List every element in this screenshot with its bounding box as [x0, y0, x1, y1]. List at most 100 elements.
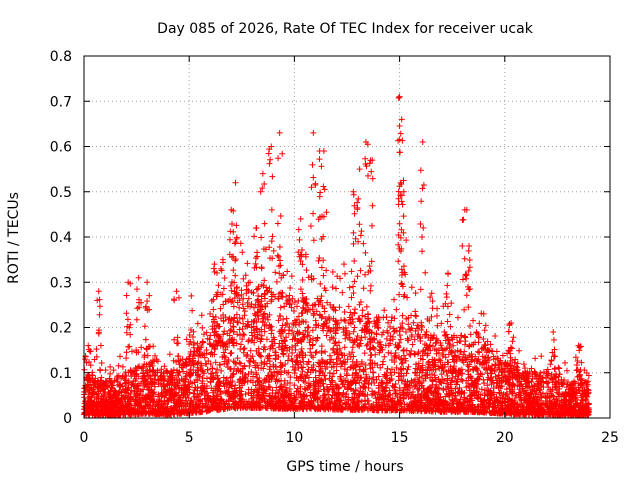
- data-point: [395, 373, 402, 380]
- data-point: [183, 370, 190, 377]
- data-point: [470, 317, 477, 324]
- data-point: [293, 374, 300, 381]
- data-point: [284, 268, 291, 275]
- data-point: [405, 363, 412, 370]
- data-point: [228, 349, 235, 356]
- data-point: [450, 400, 457, 407]
- data-point: [569, 398, 576, 405]
- data-point: [393, 306, 400, 313]
- data-point: [186, 332, 193, 339]
- data-point: [100, 380, 107, 387]
- data-point: [131, 397, 138, 404]
- data-point: [203, 383, 210, 390]
- data-point: [203, 361, 210, 367]
- data-point: [436, 378, 443, 385]
- data-point: [316, 372, 323, 379]
- data-point: [276, 312, 283, 319]
- data-point: [339, 405, 346, 412]
- data-point: [214, 320, 221, 327]
- data-point: [199, 351, 206, 358]
- data-point: [477, 394, 484, 401]
- data-point: [370, 344, 377, 351]
- data-point: [275, 317, 282, 324]
- data-point: [136, 410, 143, 417]
- data-point: [402, 329, 409, 336]
- data-point: [162, 375, 169, 382]
- data-point: [349, 372, 356, 379]
- data-point: [117, 353, 124, 360]
- data-point: [218, 367, 225, 374]
- data-point: [413, 381, 420, 388]
- data-point: [351, 406, 358, 413]
- data-point: [262, 314, 269, 321]
- data-point: [315, 380, 322, 387]
- data-point: [467, 392, 474, 399]
- data-point: [577, 406, 584, 413]
- data-point: [379, 361, 386, 368]
- data-point: [454, 339, 461, 346]
- data-point: [333, 356, 340, 363]
- data-point: [537, 404, 544, 411]
- data-point: [329, 373, 336, 380]
- data-point: [342, 318, 349, 325]
- data-point: [121, 376, 128, 383]
- data-point: [234, 355, 241, 362]
- data-point: [260, 346, 267, 353]
- data-point: [446, 311, 453, 318]
- data-point: [484, 382, 491, 389]
- data-point: [408, 391, 415, 398]
- data-point: [291, 382, 298, 389]
- data-point: [321, 308, 328, 315]
- data-point: [320, 380, 327, 387]
- data-point: [520, 361, 527, 368]
- data-point: [411, 398, 418, 405]
- data-point: [522, 390, 529, 397]
- data-point: [220, 301, 227, 308]
- data-point: [194, 340, 201, 347]
- data-point: [216, 400, 223, 407]
- data-point: [209, 403, 216, 410]
- data-point: [149, 357, 156, 364]
- data-point: [367, 352, 374, 359]
- data-point: [417, 337, 424, 344]
- data-point: [432, 376, 439, 383]
- data-point: [109, 385, 116, 392]
- data-point: [299, 310, 306, 317]
- data-point: [428, 290, 435, 297]
- data-point: [282, 389, 289, 396]
- data-point: [236, 326, 243, 333]
- data-point: [261, 328, 268, 335]
- data-point: [312, 367, 319, 374]
- data-point: [532, 405, 539, 412]
- data-point: [433, 312, 440, 319]
- data-point: [263, 284, 270, 291]
- data-point: [440, 367, 447, 374]
- data-point: [252, 312, 259, 319]
- data-point: [264, 300, 271, 307]
- data-point: [462, 406, 469, 413]
- data-point: [238, 388, 245, 395]
- data-point: [368, 329, 375, 336]
- data-point: [499, 395, 506, 402]
- data-point: [202, 404, 209, 411]
- data-point: [411, 350, 418, 357]
- data-point: [236, 314, 243, 321]
- data-point: [563, 367, 570, 374]
- data-point: [488, 381, 495, 388]
- data-point: [278, 363, 285, 370]
- data-point: [438, 371, 445, 378]
- data-point: [83, 401, 90, 408]
- data-point: [125, 398, 132, 405]
- data-point: [452, 348, 459, 355]
- data-point: [150, 390, 157, 397]
- data-point: [166, 351, 173, 358]
- data-point: [341, 261, 347, 268]
- data-point: [268, 330, 275, 337]
- data-point: [293, 404, 300, 411]
- data-point: [386, 376, 393, 383]
- data-point: [412, 369, 419, 376]
- data-point: [384, 380, 391, 387]
- data-point: [457, 405, 464, 412]
- data-point: [357, 340, 364, 347]
- data-point: [287, 285, 294, 292]
